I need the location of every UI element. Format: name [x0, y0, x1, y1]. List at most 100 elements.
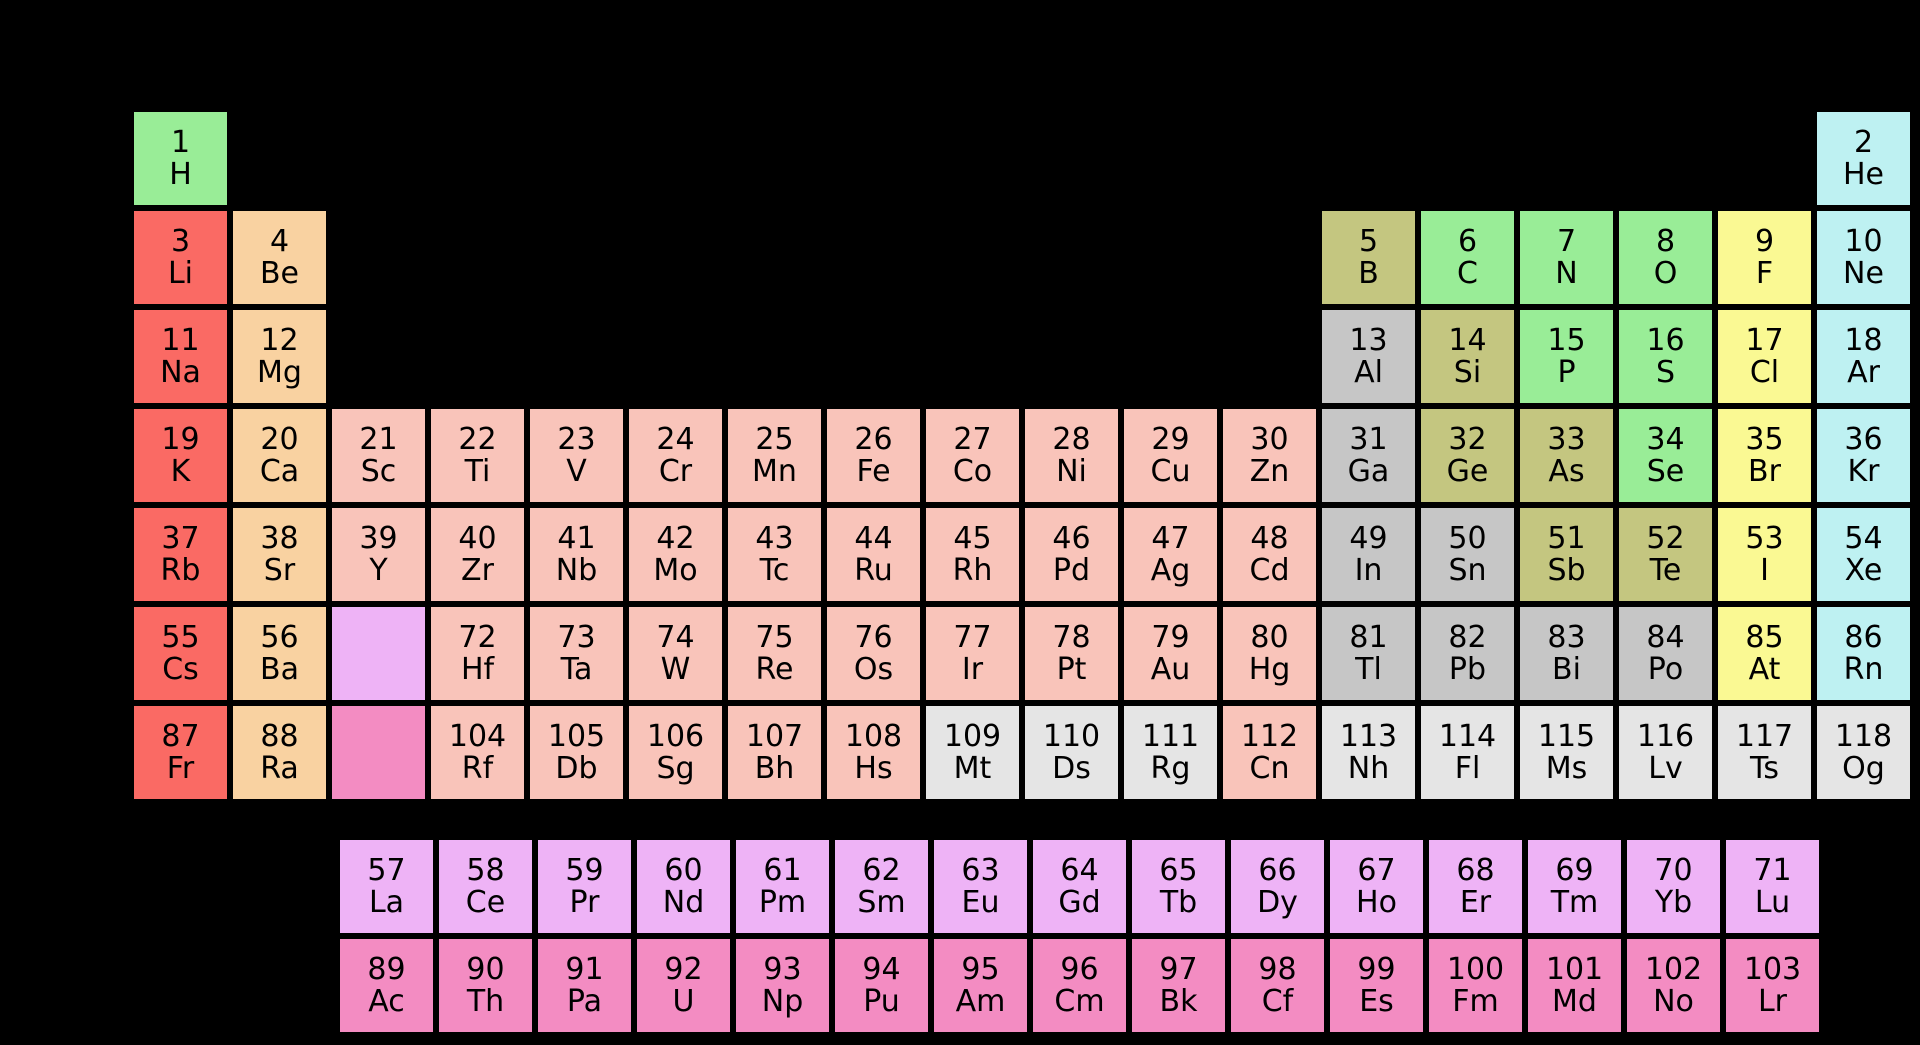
element-S: 16S	[1616, 307, 1715, 406]
element-Zn: 30Zn	[1220, 406, 1319, 505]
atomic-number: 109	[944, 721, 1001, 753]
element-Rb: 37Rb	[131, 505, 230, 604]
lanthanide-placeholder	[329, 604, 428, 703]
element-symbol: P	[1557, 357, 1575, 389]
element-symbol: K	[171, 456, 191, 488]
element-symbol: C	[1457, 258, 1478, 290]
element-symbol: V	[566, 456, 587, 488]
element-symbol: Nd	[663, 887, 704, 919]
element-symbol: He	[1843, 159, 1884, 191]
element-symbol: Ar	[1847, 357, 1880, 389]
element-Sc: 21Sc	[329, 406, 428, 505]
element-symbol: Rf	[462, 753, 493, 785]
element-symbol: Db	[555, 753, 597, 785]
element-U: 92U	[634, 936, 733, 1035]
element-symbol: Se	[1647, 456, 1685, 488]
element-symbol: Cn	[1250, 753, 1290, 785]
element-Cf: 98Cf	[1228, 936, 1327, 1035]
element-symbol: Pr	[570, 887, 600, 919]
element-Pb: 82Pb	[1418, 604, 1517, 703]
element-symbol: Nb	[556, 555, 597, 587]
element-He: 2He	[1814, 109, 1913, 208]
element-symbol: In	[1355, 555, 1383, 587]
element-La: 57La	[337, 837, 436, 936]
element-B: 5B	[1319, 208, 1418, 307]
element-Tm: 69Tm	[1525, 837, 1624, 936]
element-Rn: 86Rn	[1814, 604, 1913, 703]
atomic-number: 14	[1448, 325, 1486, 357]
atomic-number: 53	[1745, 523, 1783, 555]
atomic-number: 96	[1060, 954, 1098, 986]
atomic-number: 103	[1744, 954, 1801, 986]
element-W: 74W	[626, 604, 725, 703]
element-P: 15P	[1517, 307, 1616, 406]
atomic-number: 114	[1439, 721, 1496, 753]
atomic-number: 59	[565, 855, 603, 887]
atomic-number: 68	[1456, 855, 1494, 887]
element-Ni: 28Ni	[1022, 406, 1121, 505]
atomic-number: 107	[746, 721, 803, 753]
element-Sg: 106Sg	[626, 703, 725, 802]
element-Ar: 18Ar	[1814, 307, 1913, 406]
atomic-number: 73	[557, 622, 595, 654]
element-Gd: 64Gd	[1030, 837, 1129, 936]
element-symbol: Og	[1842, 753, 1885, 785]
atomic-number: 2	[1854, 127, 1873, 159]
element-symbol: Sc	[361, 456, 397, 488]
element-symbol: Dy	[1257, 887, 1298, 919]
element-Yb: 70Yb	[1624, 837, 1723, 936]
element-symbol: Fm	[1452, 986, 1498, 1018]
atomic-number: 92	[664, 954, 702, 986]
atomic-number: 57	[367, 855, 405, 887]
element-symbol: Ra	[260, 753, 299, 785]
element-symbol: Fr	[167, 753, 194, 785]
atomic-number: 40	[458, 523, 496, 555]
atomic-number: 81	[1349, 622, 1387, 654]
element-I: 53I	[1715, 505, 1814, 604]
element-symbol: Te	[1650, 555, 1682, 587]
element-Th: 90Th	[436, 936, 535, 1035]
element-symbol: Xe	[1845, 555, 1883, 587]
element-symbol: Md	[1552, 986, 1597, 1018]
element-symbol: Cm	[1054, 986, 1104, 1018]
atomic-number: 80	[1250, 622, 1288, 654]
element-Pa: 91Pa	[535, 936, 634, 1035]
actinide-placeholder	[329, 703, 428, 802]
atomic-number: 79	[1151, 622, 1189, 654]
atomic-number: 34	[1646, 424, 1684, 456]
atomic-number: 99	[1357, 954, 1395, 986]
element-Pt: 78Pt	[1022, 604, 1121, 703]
atomic-number: 21	[359, 424, 397, 456]
atomic-number: 75	[755, 622, 793, 654]
element-Mt: 109Mt	[923, 703, 1022, 802]
element-symbol: Gd	[1058, 887, 1100, 919]
element-O: 8O	[1616, 208, 1715, 307]
element-Co: 27Co	[923, 406, 1022, 505]
element-Li: 3Li	[131, 208, 230, 307]
atomic-number: 60	[664, 855, 702, 887]
element-symbol: Ho	[1356, 887, 1397, 919]
element-symbol: Cf	[1262, 986, 1294, 1018]
atomic-number: 78	[1052, 622, 1090, 654]
element-Er: 68Er	[1426, 837, 1525, 936]
element-Lr: 103Lr	[1723, 936, 1822, 1035]
atomic-number: 115	[1538, 721, 1595, 753]
atomic-number: 117	[1736, 721, 1793, 753]
element-symbol: Hs	[854, 753, 892, 785]
atomic-number: 95	[961, 954, 999, 986]
element-symbol: H	[169, 159, 192, 191]
element-symbol: Fe	[856, 456, 890, 488]
element-Lv: 116Lv	[1616, 703, 1715, 802]
element-Hs: 108Hs	[824, 703, 923, 802]
element-symbol: Pm	[759, 887, 806, 919]
atomic-number: 91	[565, 954, 603, 986]
atomic-number: 98	[1258, 954, 1296, 986]
atomic-number: 56	[260, 622, 298, 654]
element-Ce: 58Ce	[436, 837, 535, 936]
element-symbol: Be	[260, 258, 299, 290]
element-Fl: 114Fl	[1418, 703, 1517, 802]
element-symbol: Cu	[1151, 456, 1191, 488]
element-symbol: Er	[1460, 887, 1491, 919]
element-Cu: 29Cu	[1121, 406, 1220, 505]
element-symbol: Hf	[461, 654, 494, 686]
